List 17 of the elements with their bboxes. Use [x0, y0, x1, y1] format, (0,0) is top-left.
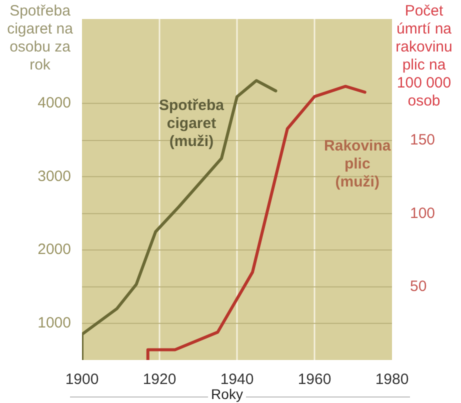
- y-tick-label: 2000: [38, 241, 71, 258]
- x-tick-label: 1960: [298, 371, 332, 388]
- x-tick-label: 1980: [375, 371, 409, 388]
- series-label: Spotřeba cigaret (muži): [158, 96, 225, 150]
- x-tick-label: 1920: [142, 371, 176, 388]
- x-tick-label: 1900: [65, 371, 99, 388]
- x-tick-label: 1940: [220, 371, 254, 388]
- y-axis-title: Spotřeba cigaret na osobu za rok: [7, 2, 74, 74]
- y2-tick-label: 50: [410, 278, 427, 295]
- y-tick-label: 4000: [38, 94, 71, 112]
- y2-axis-title: Počet úmrtí na rakovinu plic na 100 000 osob: [396, 2, 452, 110]
- y-tick-label: 1000: [38, 314, 71, 332]
- y2-tick-label: 100: [410, 204, 436, 222]
- y2-tick-label: 150: [410, 132, 436, 149]
- x-axis-title: Roky: [211, 386, 243, 402]
- y-tick-label: 3000: [38, 168, 71, 185]
- text: Rakovina plic (muži): [324, 137, 392, 190]
